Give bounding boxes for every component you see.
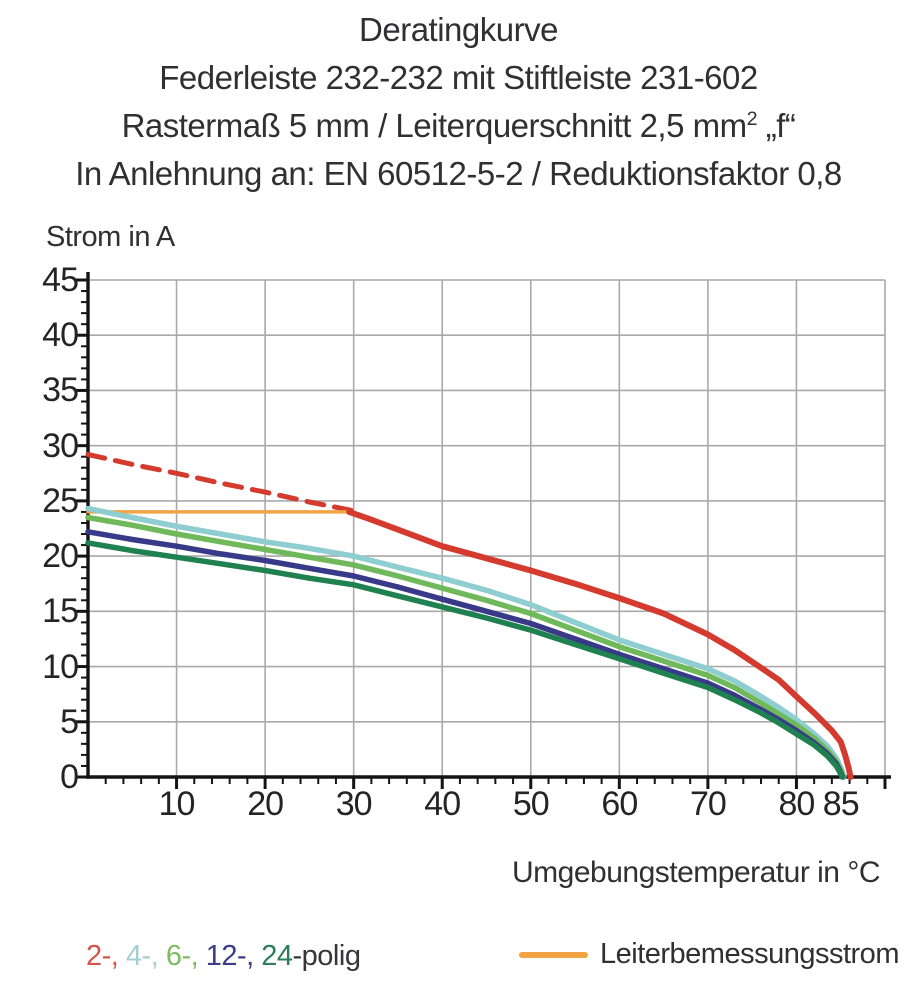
pole-label-24: 24	[261, 940, 293, 972]
chart-subtitle-standard: In Anlehnung an: EN 60512-5-2 / Reduktio…	[75, 155, 842, 192]
x-tick-label: 40	[424, 785, 461, 823]
y-tick-label: 0	[60, 758, 79, 796]
y-tick-label: 10	[42, 647, 79, 686]
curve-2-polig-ohne-begrenzung	[85, 452, 357, 514]
rated-current-label: Leiterbemessungsstrom	[600, 938, 899, 970]
y-tick-label: 45	[42, 261, 79, 299]
y-tick-label: 35	[42, 371, 79, 410]
title-block: Deratingkurve Federleiste 232-232 mit St…	[0, 6, 917, 198]
y-tick-label: 25	[42, 481, 79, 520]
rated-current-line-swatch	[519, 951, 588, 958]
x-axis-title: Umgebungstemperatur in °C	[511, 856, 881, 889]
x-tick-label: 60	[601, 785, 638, 823]
spec-text: Rastermaß 5 mm / Leiterquerschnitt 2,5 m…	[121, 107, 748, 144]
curve-12-polig	[85, 529, 846, 780]
curve-2-polig	[346, 508, 854, 780]
x-tick-label: 50	[512, 785, 550, 823]
rated-current-legend: Leiterbemessungsstrom	[519, 938, 899, 971]
x-tick-label: 85	[822, 785, 860, 823]
x-tick-label: 10	[158, 785, 196, 823]
y-tick-label: 15	[42, 592, 79, 631]
pole-label-6: 6-,	[165, 940, 206, 972]
spec-wire-class: „f“	[757, 107, 796, 144]
y-tick-label: 40	[42, 316, 79, 355]
curve-4-polig	[85, 505, 847, 780]
y-tick-label: 20	[42, 537, 79, 576]
pole-label-2: 2-,	[86, 940, 126, 972]
y-axis-title: Strom in A	[46, 221, 175, 253]
poles-legend: 2-, 4-, 6-, 12-, 24-polig	[86, 940, 361, 973]
chart-subtitle-spec: Rastermaß 5 mm / Leiterquerschnitt 2,5 m…	[0, 102, 917, 150]
x-tick-label: 70	[689, 785, 727, 823]
pole-label-12: 12-,	[205, 940, 262, 972]
y-tick-label: 30	[42, 426, 79, 465]
curve-6-polig	[85, 514, 847, 780]
x-tick-label: 80	[778, 785, 816, 823]
x-tick-label: 20	[247, 785, 284, 823]
polig-suffix: -polig	[292, 940, 361, 972]
pole-label-4: 4-,	[125, 940, 166, 972]
y-tick-label: 5	[60, 702, 79, 741]
x-tick-label: 30	[335, 785, 373, 823]
chart-subtitle-product: Federleiste 232-232 mit Stiftleiste 231-…	[159, 59, 758, 96]
curve-24-polig	[85, 540, 845, 780]
chart-title: Deratingkurve	[359, 11, 558, 48]
spec-superscript: 2	[746, 108, 758, 130]
